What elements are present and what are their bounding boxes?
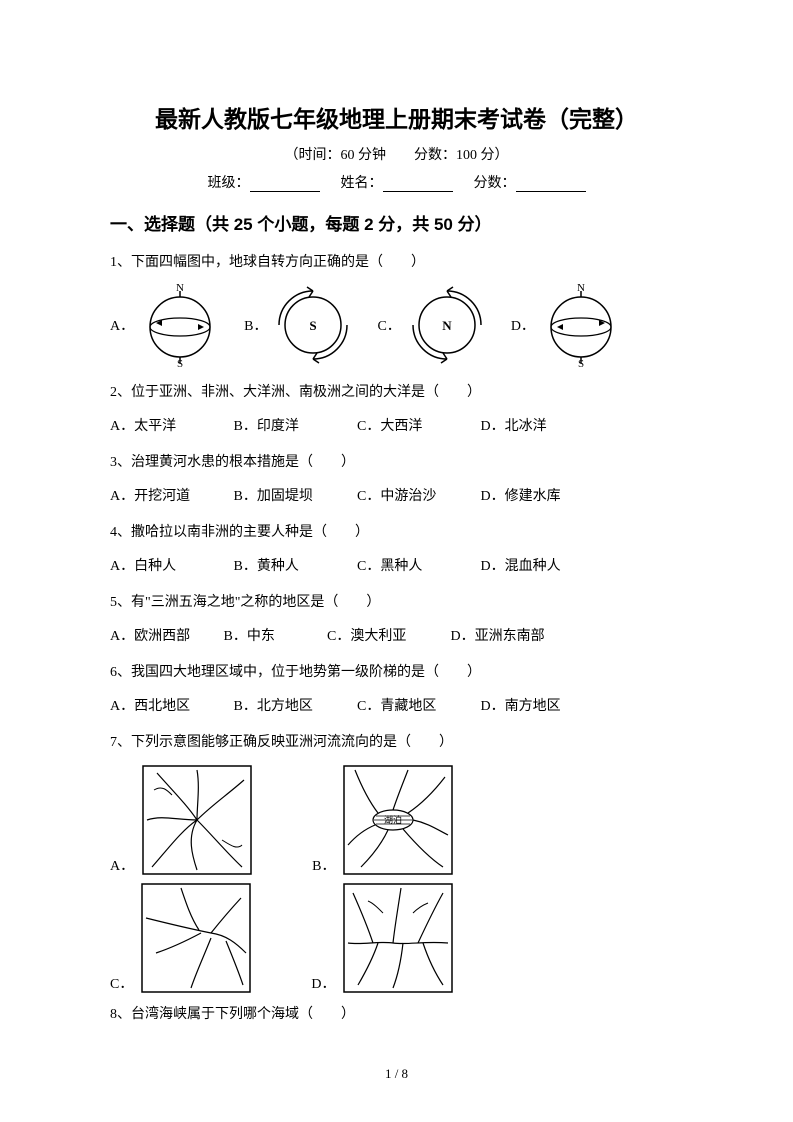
section-1-heading: 一、选择题（共 25 个小题，每题 2 分，共 50 分） bbox=[110, 210, 683, 235]
q6-a: A．西北地区 bbox=[110, 693, 230, 721]
q4-options: A．白种人 B．黄种人 C．黑种人 D．混血种人 bbox=[110, 553, 683, 581]
q7-row-ab: A． B． 湖泊 bbox=[110, 765, 683, 875]
q4-d: D．混血种人 bbox=[481, 553, 601, 581]
q4-a: A．白种人 bbox=[110, 553, 230, 581]
q5-a: A．欧洲西部 bbox=[110, 623, 220, 651]
svg-text:S: S bbox=[578, 358, 584, 367]
q7-b-label: B． bbox=[312, 855, 335, 875]
q2-b: B．印度洋 bbox=[234, 413, 354, 441]
q1-text: 1、下面四幅图中，地球自转方向正确的是（ ） bbox=[110, 249, 683, 277]
svg-text:N: N bbox=[577, 283, 585, 294]
q1-a-label: A． bbox=[110, 315, 134, 335]
q7-d-label: D． bbox=[311, 973, 335, 993]
q3-b: B．加固堤坝 bbox=[234, 483, 354, 511]
q3-options: A．开挖河道 B．加固堤坝 C．中游治沙 D．修建水库 bbox=[110, 483, 683, 511]
q6-c: C．青藏地区 bbox=[357, 693, 477, 721]
page-number: 1 / 8 bbox=[0, 1066, 793, 1082]
q6-options: A．西北地区 B．北方地区 C．青藏地区 D．南方地区 bbox=[110, 693, 683, 721]
q8-text: 8、台湾海峡属于下列哪个海域（ ） bbox=[110, 1001, 683, 1029]
globe-diagram-c: N bbox=[407, 285, 487, 365]
q4-b: B．黄种人 bbox=[234, 553, 354, 581]
svg-text:N: N bbox=[442, 318, 452, 333]
exam-title: 最新人教版七年级地理上册期末考试卷（完整） bbox=[110, 100, 683, 134]
q2-text: 2、位于亚洲、非洲、大洋洲、南极洲之间的大洋是（ ） bbox=[110, 379, 683, 407]
name-blank[interactable] bbox=[383, 177, 453, 192]
score-blank[interactable] bbox=[516, 177, 586, 192]
q2-a: A．太平洋 bbox=[110, 413, 230, 441]
river-diagram-c bbox=[141, 883, 251, 993]
q3-a: A．开挖河道 bbox=[110, 483, 230, 511]
q6-b: B．北方地区 bbox=[234, 693, 354, 721]
globe-diagram-b: S bbox=[273, 285, 353, 365]
q3-text: 3、治理黄河水患的根本措施是（ ） bbox=[110, 449, 683, 477]
q2-d: D．北冰洋 bbox=[481, 413, 601, 441]
q6-d: D．南方地区 bbox=[481, 693, 601, 721]
q4-text: 4、撒哈拉以南非洲的主要人种是（ ） bbox=[110, 519, 683, 547]
river-diagram-b: 湖泊 bbox=[343, 765, 453, 875]
q5-d: D．亚洲东南部 bbox=[451, 623, 571, 651]
q7-row-cd: C． D． bbox=[110, 883, 683, 993]
q2-c: C．大西洋 bbox=[357, 413, 477, 441]
q7-text: 7、下列示意图能够正确反映亚洲河流流向的是（ ） bbox=[110, 729, 683, 757]
exam-subtitle: （时间：60 分钟 分数：100 分） bbox=[110, 144, 683, 164]
q7-a-label: A． bbox=[110, 855, 134, 875]
q5-b: B．中东 bbox=[224, 623, 324, 651]
q2-options: A．太平洋 B．印度洋 C．大西洋 D．北冰洋 bbox=[110, 413, 683, 441]
q5-options: A．欧洲西部 B．中东 C．澳大利亚 D．亚洲东南部 bbox=[110, 623, 683, 651]
q1-diagrams: A． N S B． S C． bbox=[110, 283, 683, 367]
q1-b-label: B． bbox=[244, 315, 267, 335]
q1-c-label: C． bbox=[377, 315, 400, 335]
q7-c-label: C． bbox=[110, 973, 133, 993]
name-label: 姓名： bbox=[341, 176, 383, 191]
q4-c: C．黑种人 bbox=[357, 553, 477, 581]
globe-diagram-a: N S bbox=[140, 283, 220, 367]
svg-text:S: S bbox=[310, 318, 317, 333]
student-info-row: 班级： 姓名： 分数： bbox=[110, 172, 683, 192]
q5-text: 5、有"三洲五海之地"之称的地区是（ ） bbox=[110, 589, 683, 617]
q3-c: C．中游治沙 bbox=[357, 483, 477, 511]
score-label: 分数： bbox=[474, 176, 516, 191]
river-diagram-a bbox=[142, 765, 252, 875]
q3-d: D．修建水库 bbox=[481, 483, 601, 511]
svg-text:N: N bbox=[176, 283, 184, 294]
svg-text:S: S bbox=[177, 358, 183, 367]
class-blank[interactable] bbox=[250, 177, 320, 192]
river-diagram-d bbox=[343, 883, 453, 993]
q6-text: 6、我国四大地理区域中，位于地势第一级阶梯的是（ ） bbox=[110, 659, 683, 687]
class-label: 班级： bbox=[208, 176, 250, 191]
q1-d-label: D． bbox=[511, 315, 535, 335]
q5-c: C．澳大利亚 bbox=[327, 623, 447, 651]
svg-text:湖泊: 湖泊 bbox=[384, 815, 402, 825]
globe-diagram-d: N S bbox=[541, 283, 621, 367]
